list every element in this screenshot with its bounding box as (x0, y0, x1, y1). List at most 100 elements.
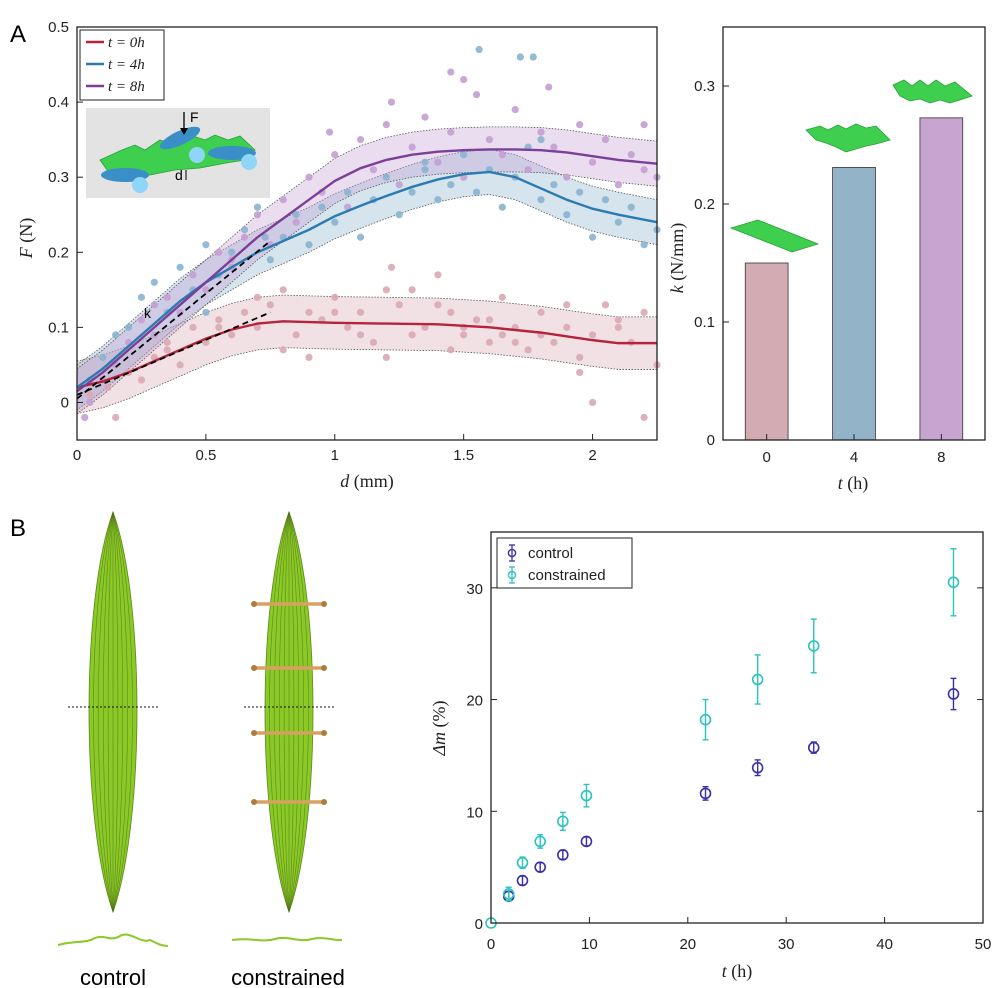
data-point (240, 226, 249, 234)
data-point (253, 203, 262, 211)
rod-end (321, 601, 327, 607)
x-axis-unit: (h) (843, 473, 869, 494)
data-point (640, 241, 648, 249)
plot-frame (490, 531, 984, 924)
data-point (81, 413, 89, 422)
x-tick-label: 4 (850, 449, 858, 466)
data-point (588, 398, 597, 407)
data-point (511, 106, 519, 114)
leaf-vein (102, 511, 114, 913)
data-point (524, 166, 532, 174)
data-point (112, 413, 120, 422)
data-point (447, 68, 455, 76)
band-lower-edge (76, 171, 658, 415)
confidence-band (77, 295, 657, 414)
legend-marker (507, 548, 517, 558)
data-point (137, 376, 146, 384)
data-point (447, 181, 455, 189)
data-point (447, 308, 455, 316)
data-point (563, 211, 571, 219)
bar (919, 117, 964, 441)
leaf-veins (93, 511, 133, 913)
y-axis-unit: (%) (429, 700, 450, 731)
data-point (601, 196, 610, 204)
data-point (524, 346, 532, 354)
rod-end (251, 730, 257, 736)
data-point (807, 640, 820, 652)
data-point (537, 136, 545, 144)
data-point (751, 673, 764, 686)
x-axis-variable: d (340, 471, 350, 491)
panel-label-b: B (10, 515, 26, 542)
bars (744, 117, 964, 441)
legend-swatch-control (507, 544, 517, 562)
x-axis-variable: t (838, 473, 844, 493)
leaf-vein (93, 511, 114, 913)
data-point (253, 323, 262, 331)
inset-force-label: F (190, 109, 199, 125)
leaf-vein (288, 511, 300, 913)
fit-line (76, 320, 657, 389)
y-tick-label: 10 (466, 804, 483, 821)
leaf-vein (112, 511, 124, 913)
data-point (576, 121, 584, 129)
slope-line (76, 311, 271, 396)
x-tick-label: 40 (876, 936, 893, 953)
data-point (382, 121, 390, 129)
data-point (947, 688, 960, 700)
cross-section-profile (231, 936, 343, 942)
data-point (563, 301, 571, 309)
caption-control: control (80, 965, 146, 988)
data-point (545, 83, 553, 91)
data-point (421, 166, 429, 174)
band-lower-edge (76, 194, 658, 411)
data-point (537, 128, 545, 136)
inset-displacement-label: d (175, 167, 183, 183)
data-point (498, 203, 506, 211)
data-point (215, 323, 223, 331)
data-point (485, 136, 494, 144)
constraint-rods (251, 601, 327, 805)
data-point (387, 263, 396, 271)
data-point (202, 241, 210, 249)
control-leaf (57, 510, 169, 947)
y-axis-variable: k (667, 284, 687, 293)
x-tick-label: 0 (73, 447, 81, 464)
legend-entry-t8: t = 8h (108, 79, 145, 95)
x-axis-label: t (h) (838, 473, 869, 494)
data-point (460, 151, 468, 159)
data-point (344, 323, 352, 331)
rod-end (251, 799, 257, 805)
data-point (112, 331, 120, 339)
data-point (627, 151, 635, 159)
x-tick-label: 20 (679, 936, 696, 953)
data-point (382, 173, 390, 181)
legend: t = 0h t = 4h t = 8h (79, 29, 165, 101)
data-point (699, 787, 712, 800)
data-point (408, 331, 416, 339)
green-sheet-icon-wrinkled (892, 79, 973, 104)
slope-lines (76, 240, 271, 400)
data-point (163, 293, 171, 301)
data-point (614, 316, 622, 324)
y-tick-label: 0.3 (48, 169, 69, 186)
x-tick-label: 0 (762, 449, 770, 466)
data-point (292, 218, 300, 226)
leaf-vein (288, 511, 304, 913)
data-point (640, 166, 648, 174)
y-tick-label: 0.2 (48, 244, 69, 261)
fit-lines (76, 148, 658, 393)
x-axis-ticks: 0 10 20 30 40 50 (487, 917, 991, 953)
data-point (614, 181, 622, 189)
plot-frame (76, 26, 658, 441)
x-tick-label: 10 (581, 936, 598, 953)
data-point (421, 158, 429, 166)
data-point (124, 323, 133, 331)
data-point (434, 271, 442, 279)
data-point (580, 789, 593, 802)
data-point (529, 53, 537, 61)
rod-end (321, 799, 327, 805)
data-point (563, 323, 571, 331)
data-point (331, 218, 339, 226)
